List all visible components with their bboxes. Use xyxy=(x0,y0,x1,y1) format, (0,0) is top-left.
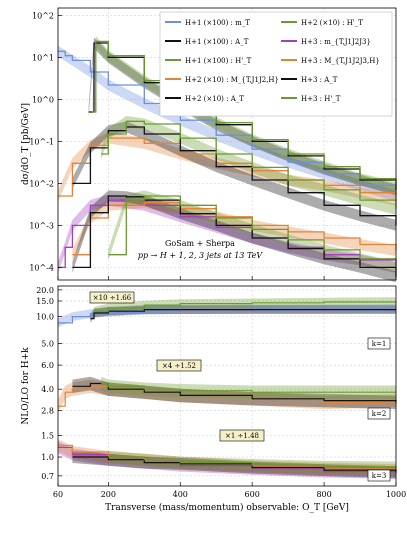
ratio-y-tick-label: 0.7 xyxy=(41,472,54,481)
legend: H+1 (×100) : m_T H+1 (×100) : A_T H+1 (×10… xyxy=(159,11,393,117)
svg-text:k=2: k=2 xyxy=(372,410,387,418)
main-y-tick-label: 10^2 xyxy=(32,11,54,20)
ratio-series-line xyxy=(94,301,397,312)
legend-entry: H+3 : H'_T xyxy=(301,95,341,103)
ratio-series-line xyxy=(90,309,396,320)
ratio-panel-frame xyxy=(57,285,397,487)
svg-text:k=3: k=3 xyxy=(372,472,387,480)
ratio-k-label: k=1 xyxy=(367,337,391,350)
ratio-scale-label: ×4 ÷1.52 xyxy=(156,359,202,372)
ratio-series-line xyxy=(101,382,396,393)
main-series-band xyxy=(58,194,396,273)
main-y-tick-label: 10^-2 xyxy=(29,179,54,188)
legend-entry: H+3 : M_{T,J1J2J3,H} xyxy=(301,57,380,65)
ratio-xlabel: Transverse (mass/momentum) observable: O… xyxy=(105,502,349,513)
legend-entry: H+2 (×10) : H'_T xyxy=(301,19,363,27)
ratio-y-tick-label: 1.5 xyxy=(41,432,54,441)
ratio-y-tick-label: 2.8 xyxy=(41,406,54,415)
main-series-line xyxy=(101,120,397,210)
ratio-y-tick-label: 5.0 xyxy=(41,339,54,348)
ratio-y-tick-label: 20.0 xyxy=(36,286,54,295)
main-panel-series xyxy=(58,35,397,283)
main-series-line xyxy=(108,195,397,268)
annotation-process: pp → H + 1, 2, 3 jets at 13 TeV xyxy=(138,251,264,260)
legend-entry: H+3 : m_{T,J1J2J3} xyxy=(301,38,371,46)
ratio-y-tick-label: 10.0 xyxy=(36,313,54,322)
ratio-scale-label: ×10 ÷1.66 xyxy=(89,291,135,304)
main-series-line xyxy=(58,50,397,196)
legend-entry: H+1 (×100) : A_T xyxy=(185,38,249,46)
ratio-scale-label: ×1 ÷1.48 xyxy=(219,429,265,442)
svg-text:k=1: k=1 xyxy=(372,340,387,348)
ratio-series-band xyxy=(101,376,396,399)
ratio-x-tick-label: 60 xyxy=(53,490,63,499)
main-series-band xyxy=(72,190,397,283)
main-y-tick-label: 10^1 xyxy=(32,53,54,62)
main-panel-frame xyxy=(57,7,397,281)
svg-text:×10 ÷1.66: ×10 ÷1.66 xyxy=(93,294,132,302)
main-y-tick-label: 10^-3 xyxy=(29,221,54,230)
legend-entry: H+1 (×100) : m_T xyxy=(185,19,250,27)
ratio-panel-series xyxy=(58,297,397,479)
ratio-x-tick-label: 200 xyxy=(101,490,116,499)
ratio-x-tick-label: 800 xyxy=(316,490,331,499)
legend-entry: H+3 : A_T xyxy=(301,76,338,84)
main-panel-axes: 10^2 10^1 10^0 10^-1 10^-2 10^-3 10^-4 xyxy=(29,11,397,280)
ratio-series-band xyxy=(94,297,396,316)
main-y-tick-label: 10^0 xyxy=(32,95,54,104)
legend-entry: H+2 (×10) : M_{T,J1J2,H} xyxy=(185,76,279,84)
main-series-band xyxy=(101,115,396,215)
ratio-y-tick-label: 15.0 xyxy=(36,297,54,306)
main-y-tick-label: 10^-1 xyxy=(29,137,54,146)
ratio-x-tick-label: 400 xyxy=(173,490,188,499)
ratio-y-tick-label: 6.0 xyxy=(41,361,54,370)
legend-entry: H+2 (×10) : A_T xyxy=(185,95,244,103)
ratio-y-tick-label: 1.0 xyxy=(41,453,54,462)
ratio-series-line xyxy=(108,456,397,468)
main-ylabel: dσ/dO_T [pb/GeV] xyxy=(21,103,31,185)
ratio-series-band xyxy=(58,441,396,479)
annotation-tool: GoSam + Sherpa xyxy=(165,239,235,248)
main-series-band xyxy=(72,121,397,231)
ratio-series-band xyxy=(72,451,397,479)
main-series-band xyxy=(72,197,397,261)
svg-text:×1 ÷1.48: ×1 ÷1.48 xyxy=(225,432,259,440)
ratio-x-tick-label: 1000 xyxy=(386,490,406,499)
ratio-series-band xyxy=(72,376,397,410)
main-y-tick-label: 10^-4 xyxy=(29,263,54,272)
ratio-y-tick-label: 4.0 xyxy=(41,385,54,394)
main-series-line xyxy=(92,40,397,188)
svg-text:×4 ÷1.52: ×4 ÷1.52 xyxy=(162,362,196,370)
ratio-k-label: k=2 xyxy=(367,407,391,420)
ratio-series-line xyxy=(72,382,397,403)
ratio-ylabel: NLO/LO for H+k xyxy=(21,347,31,425)
legend-entry: H+1 (×100) : H'_T xyxy=(185,57,252,65)
ratio-x-tick-label: 600 xyxy=(245,490,260,499)
main-series-band xyxy=(92,35,396,193)
ratio-k-label: k=3 xyxy=(367,469,391,482)
ratio-series-line xyxy=(72,456,397,473)
ratio-panel-axes: 20.0 15.0 10.0 5.0 k=1 ×10 ÷1.66 6.0 4.0 2.8 k=2 ×… xyxy=(36,286,406,499)
main-series-band xyxy=(58,132,396,206)
ratio-series-band xyxy=(58,379,396,413)
